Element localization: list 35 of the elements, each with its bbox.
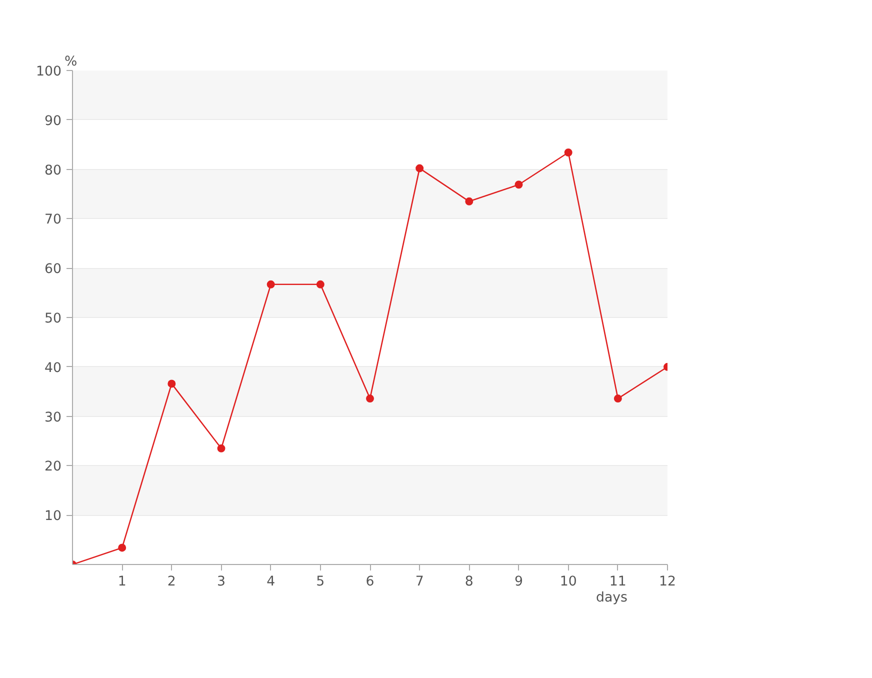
point	[564, 148, 572, 156]
y-tick-label: 90	[44, 114, 62, 129]
y-tick-label: 20	[44, 460, 62, 475]
x-tick-label: 2	[167, 574, 176, 590]
point	[514, 180, 523, 189]
y-axis-title: %	[64, 54, 78, 70]
x-tick-label: 12	[659, 574, 676, 590]
y-tick-label: 30	[44, 410, 62, 426]
point	[217, 444, 226, 452]
x-tick-label: 4	[266, 574, 276, 590]
y-tick-label: 50	[44, 312, 62, 326]
x-tick-label: 8	[464, 574, 474, 590]
y-tick-label: 10	[44, 509, 62, 524]
x-tick-label: 9	[514, 574, 523, 590]
point	[465, 197, 474, 206]
point	[266, 280, 275, 288]
point	[614, 394, 622, 403]
x-tick-label: 3	[217, 574, 226, 590]
point	[168, 380, 176, 388]
point	[366, 394, 374, 403]
y-tick-label: 70	[44, 212, 62, 228]
point	[316, 280, 324, 288]
x-tick-label: 6	[366, 574, 374, 590]
y-tick-label: 100	[36, 64, 62, 80]
y-tick-label: 40	[44, 360, 62, 376]
point	[416, 164, 424, 172]
x-tick-label: 1	[118, 574, 126, 590]
y-tick-label: 80	[44, 163, 62, 178]
point	[118, 544, 126, 552]
y-tick-label: 60	[44, 262, 62, 278]
x-tick-label: 11	[609, 574, 626, 590]
x-tick-label: 10	[560, 574, 577, 590]
x-axis-title: days	[596, 590, 628, 606]
x-tick-label: 5	[316, 574, 325, 590]
x-tick-label: 7	[415, 574, 424, 590]
